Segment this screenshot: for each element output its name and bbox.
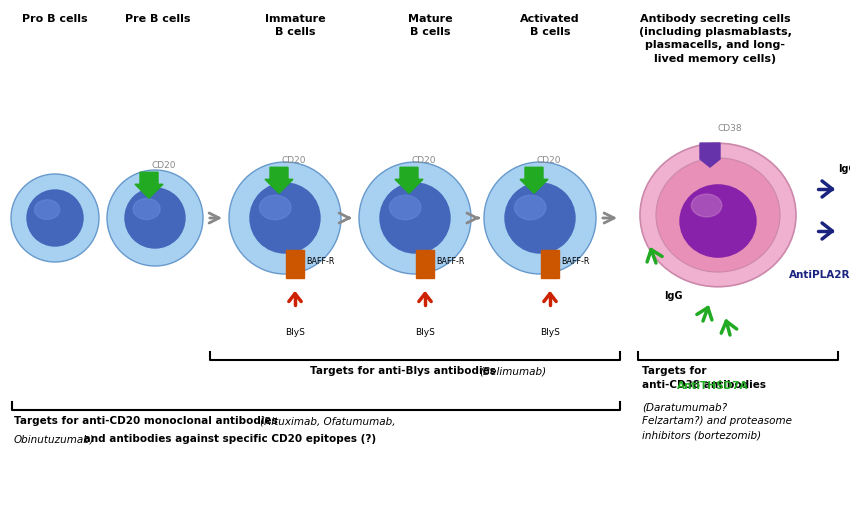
Ellipse shape xyxy=(250,183,320,253)
Ellipse shape xyxy=(229,162,341,274)
Ellipse shape xyxy=(107,170,203,266)
Text: Mature
B cells: Mature B cells xyxy=(408,14,452,37)
Bar xyxy=(286,250,304,278)
Text: Obinutuzumab): Obinutuzumab) xyxy=(14,434,95,444)
Ellipse shape xyxy=(27,190,83,246)
Ellipse shape xyxy=(359,162,471,274)
Polygon shape xyxy=(520,167,548,193)
Ellipse shape xyxy=(133,199,160,220)
Polygon shape xyxy=(135,172,163,198)
Text: Antibody secreting cells
(including plasmablasts,
plasmacells, and long-
lived m: Antibody secreting cells (including plas… xyxy=(638,14,791,63)
Text: (Daratumumab?
Felzartam?) and proteasome
inhibitors (bortezomib): (Daratumumab? Felzartam?) and proteasome… xyxy=(642,402,792,440)
Polygon shape xyxy=(700,143,720,167)
Ellipse shape xyxy=(505,183,575,253)
Text: IgG: IgG xyxy=(838,164,850,174)
Text: (Rituximab, Ofatumumab,: (Rituximab, Ofatumumab, xyxy=(260,416,395,426)
Text: BlyS: BlyS xyxy=(285,327,305,337)
Text: BlyS: BlyS xyxy=(540,327,560,337)
Ellipse shape xyxy=(514,195,546,220)
Text: AntiTHSD7A: AntiTHSD7A xyxy=(677,381,749,391)
Text: CD20: CD20 xyxy=(152,161,177,170)
Text: IgG: IgG xyxy=(664,291,683,301)
Text: Targets for
anti-CD38 antibodies: Targets for anti-CD38 antibodies xyxy=(642,366,766,390)
Bar xyxy=(541,250,559,278)
Text: and antibodies against specific CD20 epitopes (?): and antibodies against specific CD20 epi… xyxy=(80,434,376,444)
Ellipse shape xyxy=(11,174,99,262)
Text: CD38: CD38 xyxy=(718,124,743,133)
Polygon shape xyxy=(395,167,423,193)
Text: CD20: CD20 xyxy=(537,156,562,165)
Ellipse shape xyxy=(656,158,780,272)
Text: CD20: CD20 xyxy=(282,156,307,165)
Text: (Belimumab): (Belimumab) xyxy=(479,366,547,376)
Text: Activated
B cells: Activated B cells xyxy=(520,14,580,37)
Ellipse shape xyxy=(640,143,796,287)
Text: Pre B cells: Pre B cells xyxy=(125,14,190,24)
Text: Immature
B cells: Immature B cells xyxy=(264,14,326,37)
Text: BAFF-R: BAFF-R xyxy=(561,257,589,266)
Ellipse shape xyxy=(389,195,421,220)
Text: Pro B cells: Pro B cells xyxy=(22,14,88,24)
Bar xyxy=(416,250,434,278)
Ellipse shape xyxy=(680,185,756,257)
Text: BAFF-R: BAFF-R xyxy=(436,257,464,266)
Text: AntiPLA2R: AntiPLA2R xyxy=(790,270,850,280)
Ellipse shape xyxy=(484,162,596,274)
Text: Targets for anti-CD20 monoclonal antibodies: Targets for anti-CD20 monoclonal antibod… xyxy=(14,416,281,426)
Text: CD20: CD20 xyxy=(412,156,437,165)
Ellipse shape xyxy=(35,200,60,220)
Ellipse shape xyxy=(125,188,185,248)
Text: BlyS: BlyS xyxy=(415,327,435,337)
Text: Targets for anti-Blys antibodies: Targets for anti-Blys antibodies xyxy=(310,366,500,376)
Polygon shape xyxy=(265,167,293,193)
Ellipse shape xyxy=(380,183,450,253)
Ellipse shape xyxy=(691,194,722,217)
Ellipse shape xyxy=(259,195,291,220)
Text: BAFF-R: BAFF-R xyxy=(306,257,334,266)
